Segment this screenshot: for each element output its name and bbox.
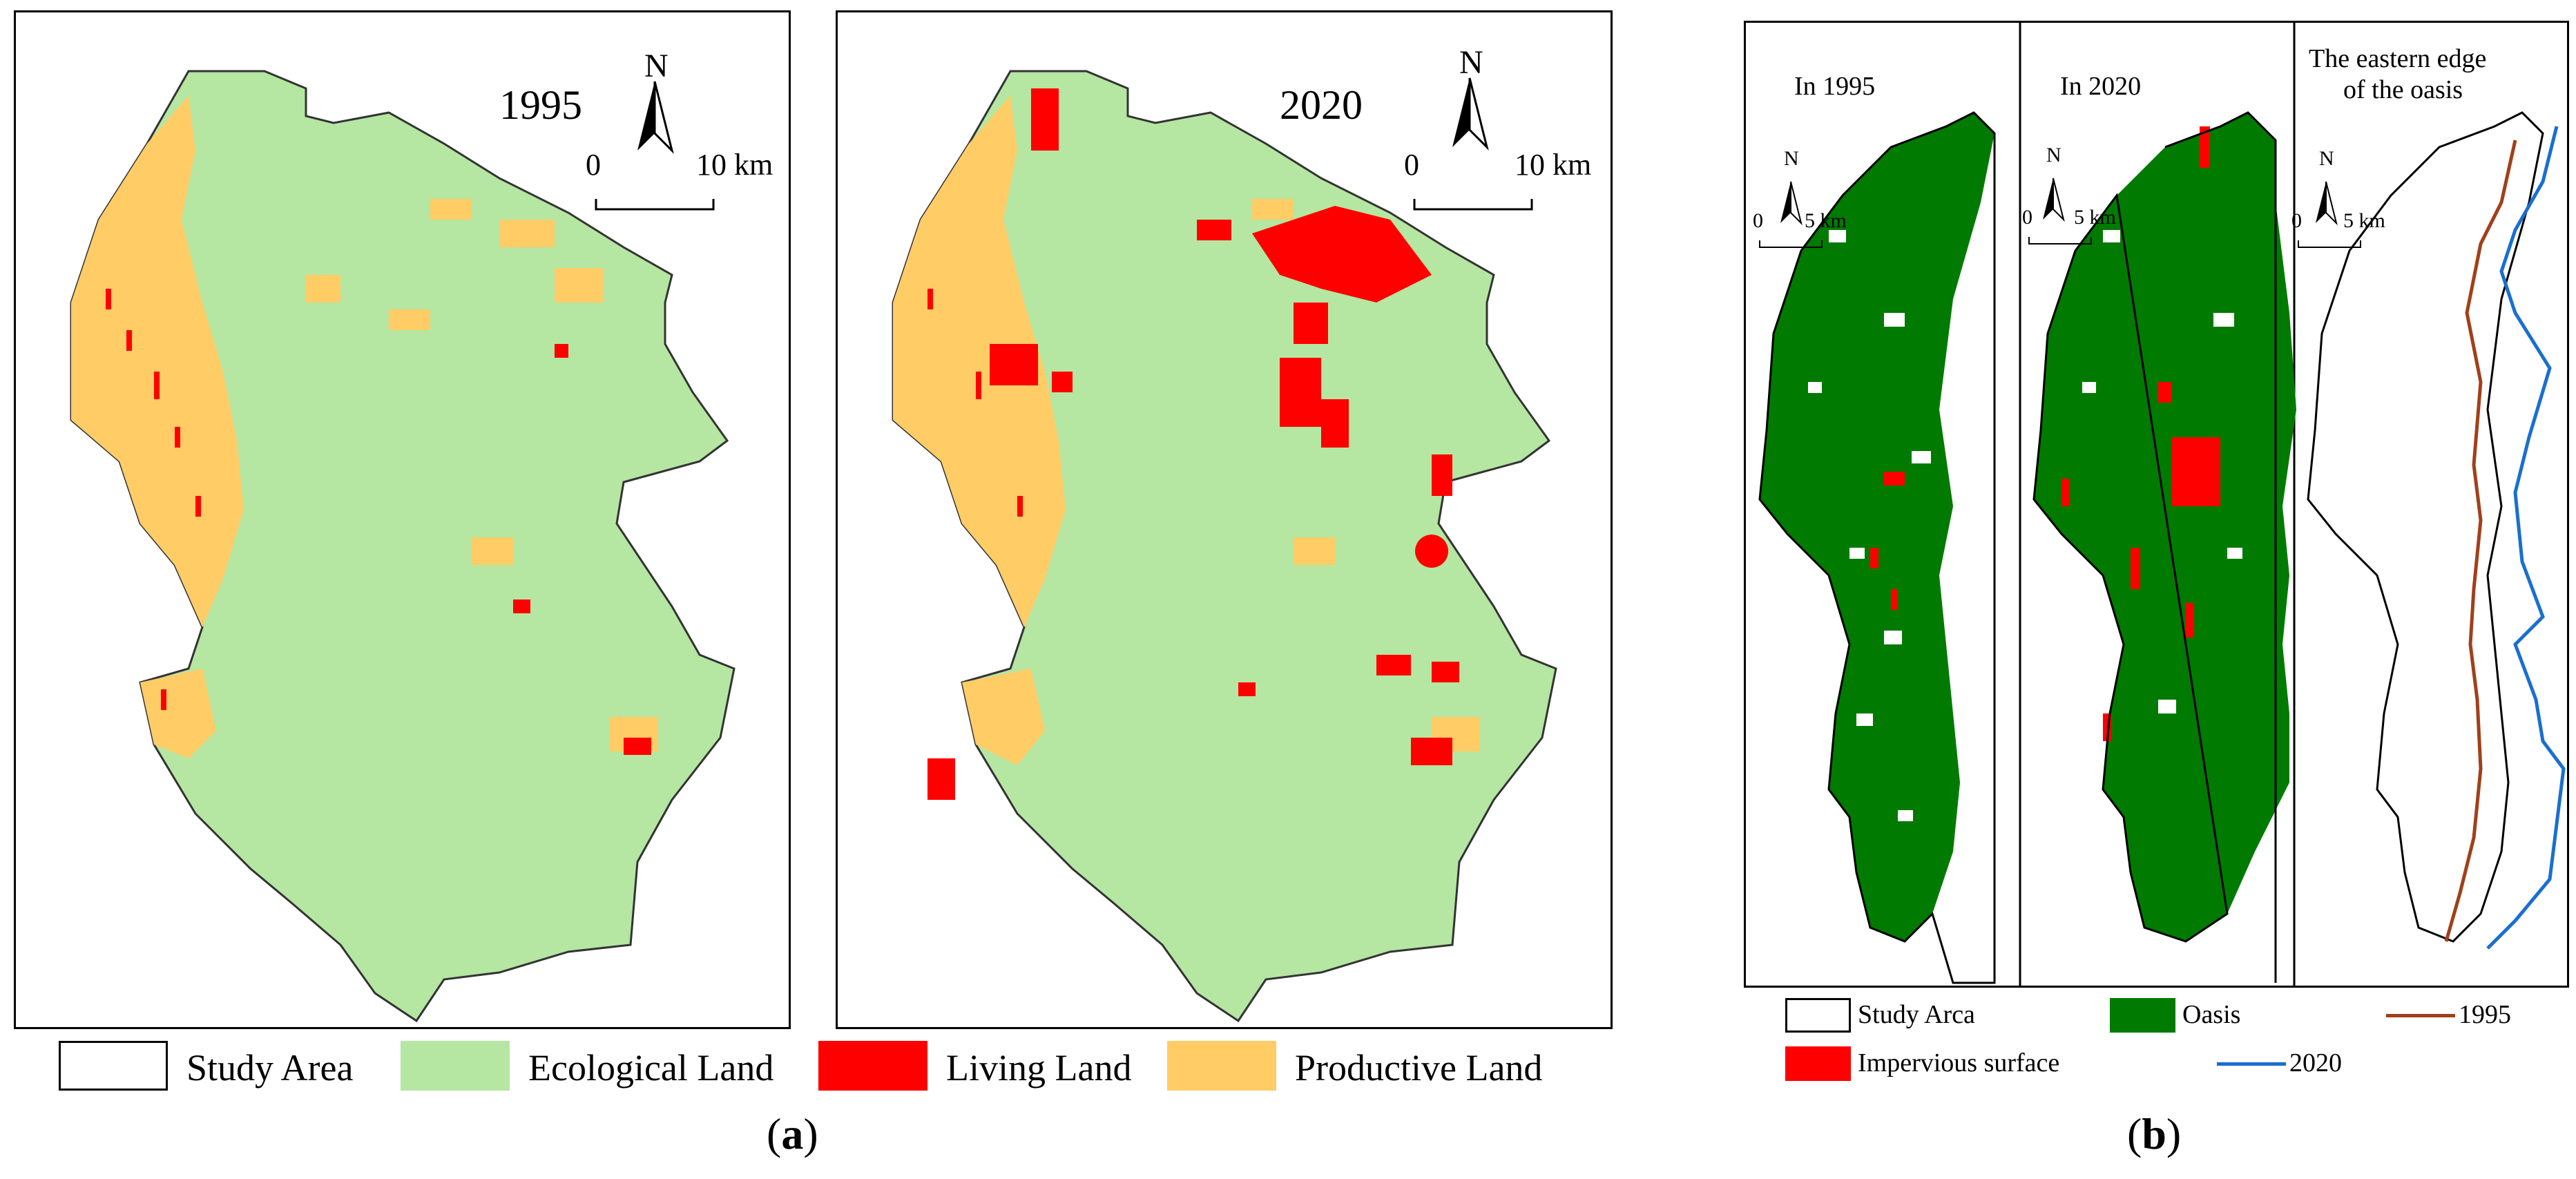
scale-max: 10 km [1515,148,1592,182]
legend-swatch-productive-land [1167,1041,1276,1091]
edge-line-2020 [2486,126,2566,950]
legend-label-1995: 1995 [2459,1000,2511,1029]
north-label: N [1459,44,1483,81]
north-label: N [2319,147,2334,170]
map-year: 1995 [499,82,582,128]
scale-max: 5 km [1805,209,1847,232]
north-arrow-icon [2316,181,2338,226]
legend-label-oasis: Oasis [2182,1000,2241,1029]
legend-label-ecological-land: Ecological Land [528,1047,774,1089]
legend-swatch-living-land [818,1041,927,1091]
legend-swatch-ecological-land [401,1041,510,1091]
scale-bar [595,199,715,211]
north-label: N [1784,147,1799,170]
north-label: N [644,48,669,84]
study-area-polygon [892,70,1557,1023]
north-label: N [2046,144,2061,166]
productive-land-sw [140,669,216,758]
legend-label-study-area: Study Area [186,1047,354,1089]
legend-label-2020: 2020 [2289,1048,2342,1077]
productive-land-sw [962,669,1045,765]
legend-swatch-study-area [1785,998,1851,1033]
scale-bar [2298,240,2361,248]
scale-max: 5 km [2343,209,2385,232]
panel-label-b: (b) [2127,1109,2182,1158]
edge-line-1995 [2444,140,2517,942]
living-land-patches [106,289,651,755]
north-arrow-icon [1780,181,1803,226]
submap-title-eastern-edge-line2: of the oasis [2343,75,2463,104]
submap-title-1995: In 1995 [1794,72,1876,101]
oasis-1995 [1758,111,1996,984]
panel-b-svg [1758,23,2566,986]
legend-line-2020 [2217,1062,2286,1066]
scale-zero: 0 [586,148,601,182]
legend-line-1995 [2386,1014,2455,1017]
study-area-polygon [70,70,736,1023]
north-arrow-icon [2043,178,2065,222]
oasis-2020 [2032,111,2296,983]
north-arrow-icon [637,81,674,154]
scale-zero: 0 [1404,148,1419,182]
scale-max: 10 km [696,148,773,182]
map-1995-frame: 1995 N 0 10 km [14,10,791,1029]
productive-land-west [893,95,1066,627]
scale-bar [1759,240,1823,248]
map-2020-frame: 2020 N 0 10 km [836,10,1613,1029]
legend-swatch-oasis [2110,998,2175,1033]
panel-label-a: (a) [767,1109,818,1158]
scale-max: 5 km [2074,206,2116,229]
north-arrow-icon [1452,77,1489,151]
legend-label-impervious-surface: Impervious surface [1858,1048,2060,1077]
scale-zero: 0 [2291,209,2302,232]
map-year: 2020 [1280,82,1363,128]
scale-bar [1413,199,1533,211]
map-1995-svg [70,70,736,1023]
submap-title-eastern-edge-line1: The eastern edge [2309,44,2487,73]
legend-swatch-impervious-surface [1785,1046,1851,1081]
submap-title-2020: In 2020 [2060,72,2142,101]
scale-zero: 0 [2022,206,2032,229]
map-2020-svg [892,70,1557,1023]
legend-label-study-area: Study Arca [1858,1000,1975,1029]
legend-label-productive-land: Productive Land [1295,1047,1543,1089]
scale-zero: 0 [1753,209,1763,232]
scale-bar [2028,237,2092,245]
living-land-patches [927,88,1459,800]
legend-swatch-study-area [59,1041,168,1091]
productive-land-west [71,95,244,627]
legend-label-living-land: Living Land [946,1047,1132,1089]
eastern-edge-map [2307,111,2566,950]
panel-b-frame: In 1995 N 0 5 km In 2020 N 0 5 km The ea… [1744,21,2569,988]
